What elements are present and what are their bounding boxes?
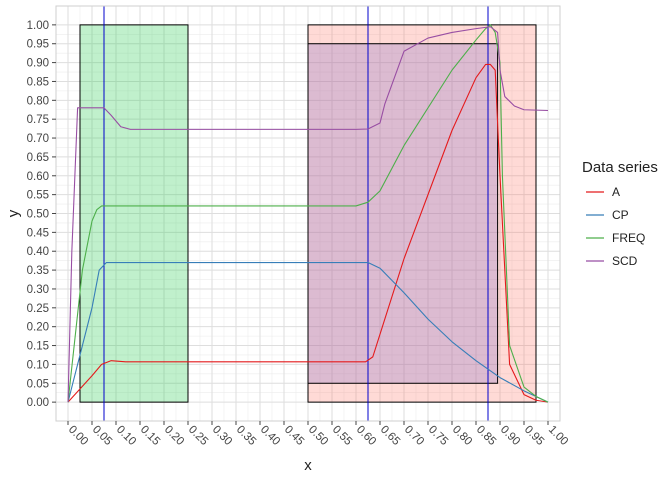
y-tick-label: 0.15	[27, 341, 49, 353]
series-line-scd	[67, 26, 549, 403]
legend-label-scd: SCD	[612, 254, 638, 268]
y-tick-label: 0.75	[27, 114, 49, 126]
y-tick-label: 0.95	[27, 39, 49, 51]
series-line-freq	[67, 24, 549, 403]
y-tick-label: 0.80	[27, 95, 49, 107]
highlight-rectangles	[79, 24, 537, 403]
legend: Data series A CP FREQ SCD	[582, 159, 658, 268]
y-tick-label: 0.00	[27, 397, 49, 409]
y-axis-label: y	[5, 209, 22, 217]
y-tick-label: 0.20	[27, 322, 49, 334]
y-tick-label: 0.25	[27, 303, 49, 315]
y-tick-label: 0.50	[27, 209, 49, 221]
y-tick-label: 0.10	[27, 359, 49, 371]
highlight-rect	[307, 43, 499, 384]
legend-label-a: A	[612, 185, 620, 199]
x-axis-label: x	[304, 457, 312, 474]
y-tick-label: 0.70	[27, 133, 49, 145]
highlight-rect	[79, 24, 189, 403]
vertical-reference-lines	[103, 6, 489, 421]
y-tick-label: 0.85	[27, 76, 49, 88]
y-axis-ticks: 0.00 0.05 0.10 0.15 0.20 0.25 0.30 0.35 0.40 0.45…	[27, 20, 56, 409]
y-tick-label: 0.40	[27, 246, 49, 258]
legend-items: A CP FREQ SCD	[586, 185, 645, 268]
legend-title: Data series	[582, 159, 658, 176]
series-lines	[67, 24, 549, 403]
y-tick-label: 0.65	[27, 152, 49, 164]
y-tick-label: 1.00	[27, 20, 49, 32]
y-tick-label: 0.30	[27, 284, 49, 296]
y-tick-label: 0.55	[27, 190, 49, 202]
y-tick-label: 0.45	[27, 227, 49, 239]
y-tick-label: 0.05	[27, 378, 49, 390]
y-tick-label: 0.60	[27, 171, 49, 183]
series-line-a	[67, 63, 549, 403]
legend-label-freq: FREQ	[612, 231, 645, 245]
legend-label-cp: CP	[612, 208, 629, 222]
series-line-cp	[67, 262, 549, 403]
y-tick-label: 0.35	[27, 265, 49, 277]
y-tick-label: 0.90	[27, 58, 49, 70]
